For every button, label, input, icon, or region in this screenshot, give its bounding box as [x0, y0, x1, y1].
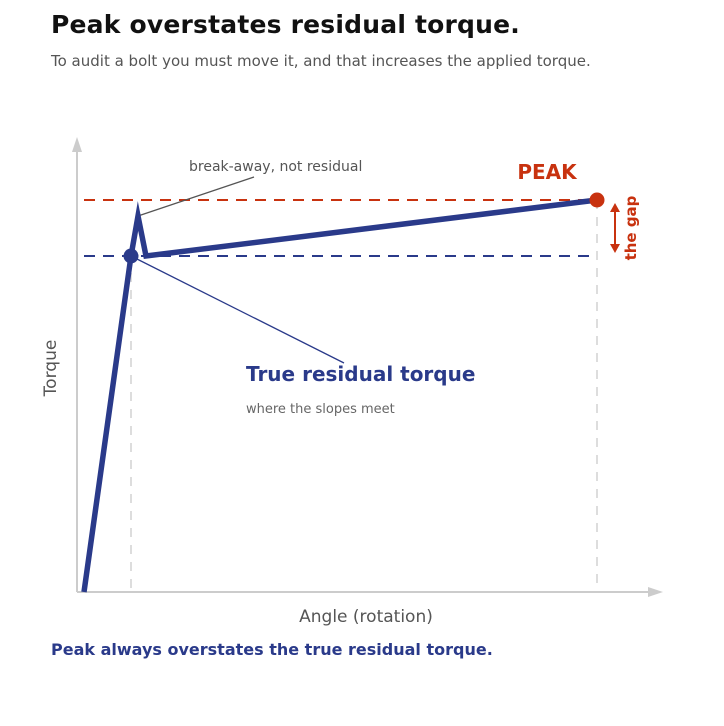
residual-leader-line	[130, 255, 345, 364]
residual-label: True residual torque	[246, 362, 475, 386]
torque-angle-curve	[81, 197, 598, 593]
page-subtitle: To audit a bolt you must move it, and th…	[51, 52, 591, 70]
breakaway-note: break-away, not residual	[189, 159, 362, 175]
x-axis-label: Angle (rotation)	[299, 607, 433, 627]
residual-sublabel: where the slopes meet	[246, 402, 395, 417]
x-axis-arrow	[648, 587, 663, 597]
y-axis-label: Torque	[41, 340, 61, 398]
peak-label: PEAK	[517, 160, 578, 184]
footer-takeaway: Peak always overstates the true residual…	[51, 640, 493, 659]
y-axis-arrow	[72, 137, 82, 152]
gap-arrow-down-head	[610, 244, 620, 253]
residual-point	[123, 248, 139, 264]
page-title: Peak overstates residual torque.	[51, 10, 520, 39]
gap-label: the gap	[622, 195, 640, 260]
breakaway-leader-line	[137, 176, 255, 217]
peak-point	[589, 192, 605, 208]
gap-arrow-up-head	[610, 203, 620, 212]
